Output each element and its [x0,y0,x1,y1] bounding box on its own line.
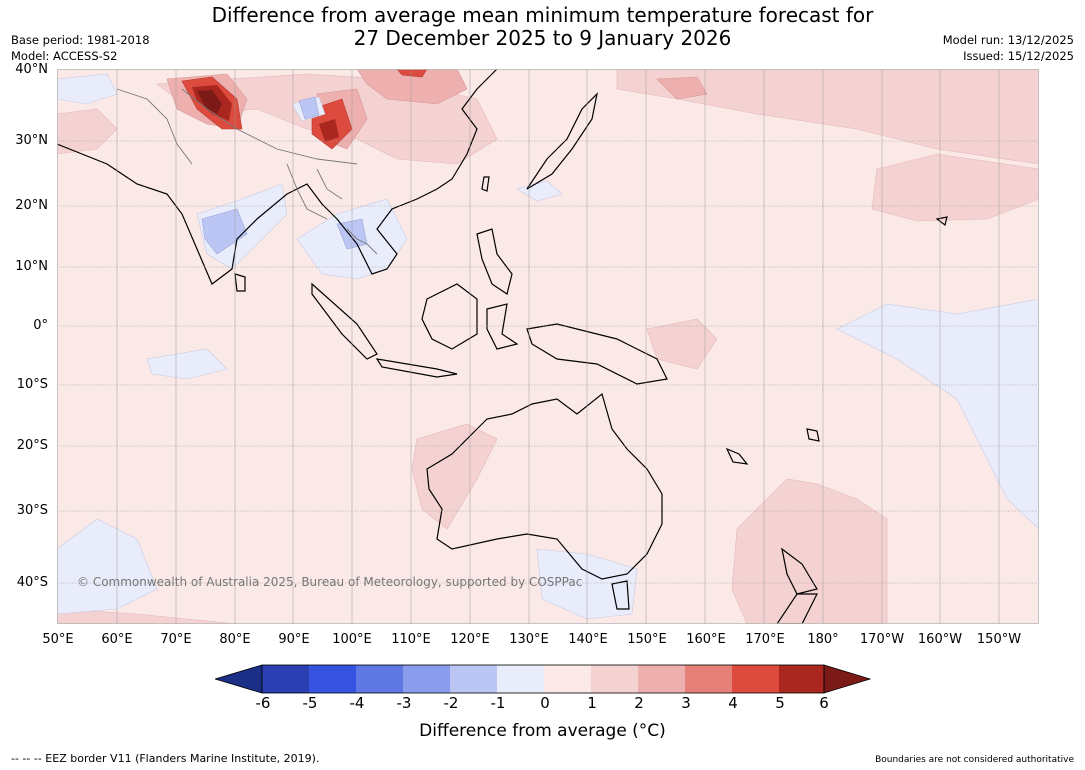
title-line-1: Difference from average mean minimum tem… [211,3,874,27]
colorbar-swatch [685,665,732,693]
lon-label-180: 180° [807,632,839,647]
model-run: Model run: 13/12/2025 [942,33,1074,47]
colorbar-tick: -5 [302,694,318,712]
colorbar-swatch [262,665,309,693]
anomaly-minus1-to-0-zones [57,73,1039,620]
borneo-outline [421,283,478,350]
lon-label-110e: 110°E [391,632,431,647]
new-zealand-south-outline [776,593,818,624]
lon-label-100e: 100°E [332,632,372,647]
eez-border-note: -- -- -- EEZ border V11 (Flanders Marine… [11,752,320,765]
sumatra-outline [311,282,378,360]
lon-label-50e: 50°E [42,632,74,647]
sri-lanka-outline [234,273,246,292]
lon-label-120e: 120°E [450,632,490,647]
lat-label-10n: 10°N [15,259,48,274]
lat-label-10s: 10°S [16,377,48,392]
colorbar-swatch [450,665,497,693]
graticule [57,69,1039,624]
colorbar-tick: 3 [681,694,691,712]
colorbar-swatch [779,665,824,693]
lon-label-170w: 170°W [859,632,905,647]
colorbar-swatch [309,665,356,693]
colorbar-swatch [403,665,450,693]
boundaries-disclaimer: Boundaries are not considered authoritat… [875,755,1074,765]
taiwan-outline [481,176,490,192]
lon-label-150e: 150°E [627,632,667,647]
lon-label-130e: 130°E [509,632,549,647]
colorbar-swatch [638,665,685,693]
new-zealand-north-outline [781,547,818,595]
colorbar-tick: 5 [775,694,785,712]
tasmania-outline [611,580,630,610]
anomaly-above-6-zones [197,90,222,114]
title-line-2: 27 December 2025 to 9 January 2026 [353,26,732,50]
java-outline [375,358,458,378]
lon-label-90e: 90°E [278,632,310,647]
colorbar-swatch [497,665,544,693]
colorbar-swatch [591,665,638,693]
sulawesi-outline [486,303,519,350]
base-period: Base period: 1981-2018 [11,33,150,47]
lon-label-150w: 150°W [976,632,1022,647]
lat-label-20s: 20°S [16,438,48,453]
colorbar-swatch [544,665,591,693]
colorbar-tick: 6 [819,694,829,712]
map-title: Difference from average mean minimum tem… [0,4,1085,50]
model-name: Model: ACCESS-S2 [11,49,118,63]
colorbar-tick: -2 [443,694,459,712]
australia-outline [426,392,663,580]
colorbar-tick: 1 [587,694,597,712]
colorbar-tick: -1 [490,694,506,712]
coastlines [57,69,948,624]
lat-label-0: 0° [33,318,48,333]
colorbar-label: Difference from average (°C) [419,721,666,741]
issued-date: Issued: 15/12/2025 [963,49,1074,63]
forecast-map[interactable]: © Commonwealth of Australia 2025, Bureau… [57,69,1039,624]
lat-label-30s: 30°S [16,503,48,518]
colorbar-swatch [732,665,779,693]
lat-label-40s: 40°S [16,575,48,590]
colorbar-tick: 0 [540,694,550,712]
meta-left: Base period: 1981-2018 Model: ACCESS-S2 [11,32,150,64]
asia-coastline [57,69,498,285]
colorbar [215,664,871,694]
colorbar-tick: -3 [396,694,412,712]
country-borders [116,88,378,255]
lon-label-160w: 160°W [917,632,963,647]
colorbar-under-arrow [215,664,263,694]
colorbar-tick: 2 [634,694,644,712]
colorbar-tick: 4 [728,694,738,712]
lon-label-70e: 70°E [160,632,192,647]
lon-label-160e: 160°E [686,632,726,647]
colorbar-tick: -6 [255,694,271,712]
lon-label-140e: 140°E [568,632,608,647]
colorbar-swatch [356,665,403,693]
lat-label-20n: 20°N [15,198,48,213]
lat-label-30n: 30°N [15,133,48,148]
lon-label-170e: 170°E [745,632,785,647]
lon-label-80e: 80°E [219,632,251,647]
japan-outline [526,92,598,190]
colorbar-tick: -4 [349,694,365,712]
philippines-outline [476,228,513,295]
copyright-notice: © Commonwealth of Australia 2025, Bureau… [77,575,582,589]
meta-right: Model run: 13/12/2025 Issued: 15/12/2025 [943,32,1074,64]
lon-label-60e: 60°E [101,632,133,647]
lat-label-40n: 40°N [15,62,48,77]
colorbar-over-arrow [823,664,871,694]
